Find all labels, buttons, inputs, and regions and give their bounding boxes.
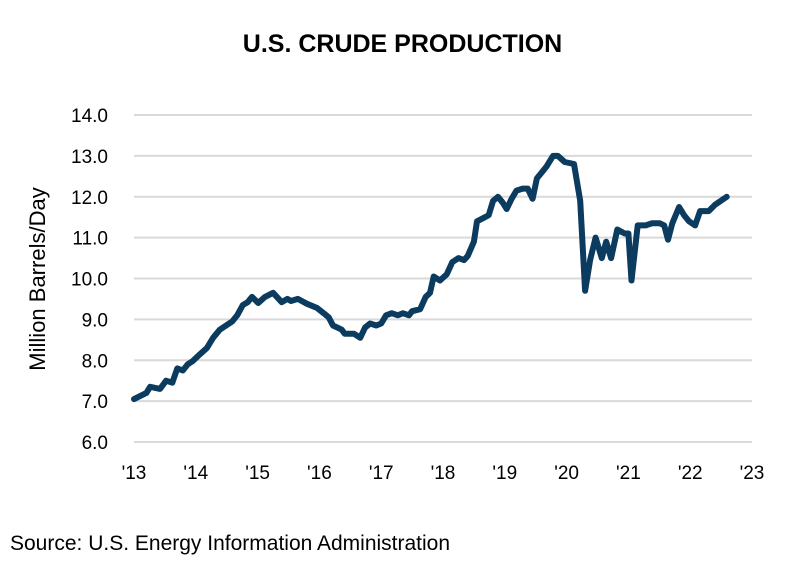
y-tick-label: 12.0	[71, 188, 108, 209]
x-tick-labels: '13 '14 '15 '16 '17 '18 '19 '20 '21 '22 '23	[122, 463, 765, 484]
x-tick-label: '15	[245, 463, 270, 484]
y-tick-label: 6.0	[82, 433, 108, 454]
y-tick-label: 7.0	[82, 392, 108, 413]
x-tick-label: '21	[616, 463, 641, 484]
x-tick-label: '13	[122, 463, 147, 484]
x-tick-label: '14	[183, 463, 208, 484]
y-tick-label: 13.0	[71, 147, 108, 168]
x-tick-label: '18	[431, 463, 456, 484]
x-tick-label: '23	[740, 463, 765, 484]
x-tick-label: '19	[492, 463, 517, 484]
chart-title: U.S. CRUDE PRODUCTION	[242, 30, 563, 58]
x-tick-label: '22	[678, 463, 703, 484]
source-note: Source: U.S. Energy Information Administ…	[10, 532, 451, 555]
y-tick-label: 9.0	[82, 310, 108, 331]
x-tick-label: '17	[369, 463, 394, 484]
x-tick-label: '16	[307, 463, 332, 484]
y-axis-label: Million Barrels/Day	[25, 187, 50, 370]
y-tick-label: 14.0	[71, 106, 108, 127]
y-tick-labels: 6.0 7.0 8.0 9.0 10.0 11.0 12.0 13.0 14.0	[71, 106, 108, 454]
y-tick-label: 10.0	[71, 270, 108, 291]
y-tick-label: 11.0	[72, 229, 108, 250]
y-tick-label: 8.0	[82, 351, 108, 372]
x-tick-label: '20	[554, 463, 579, 484]
series-line	[131, 152, 730, 403]
